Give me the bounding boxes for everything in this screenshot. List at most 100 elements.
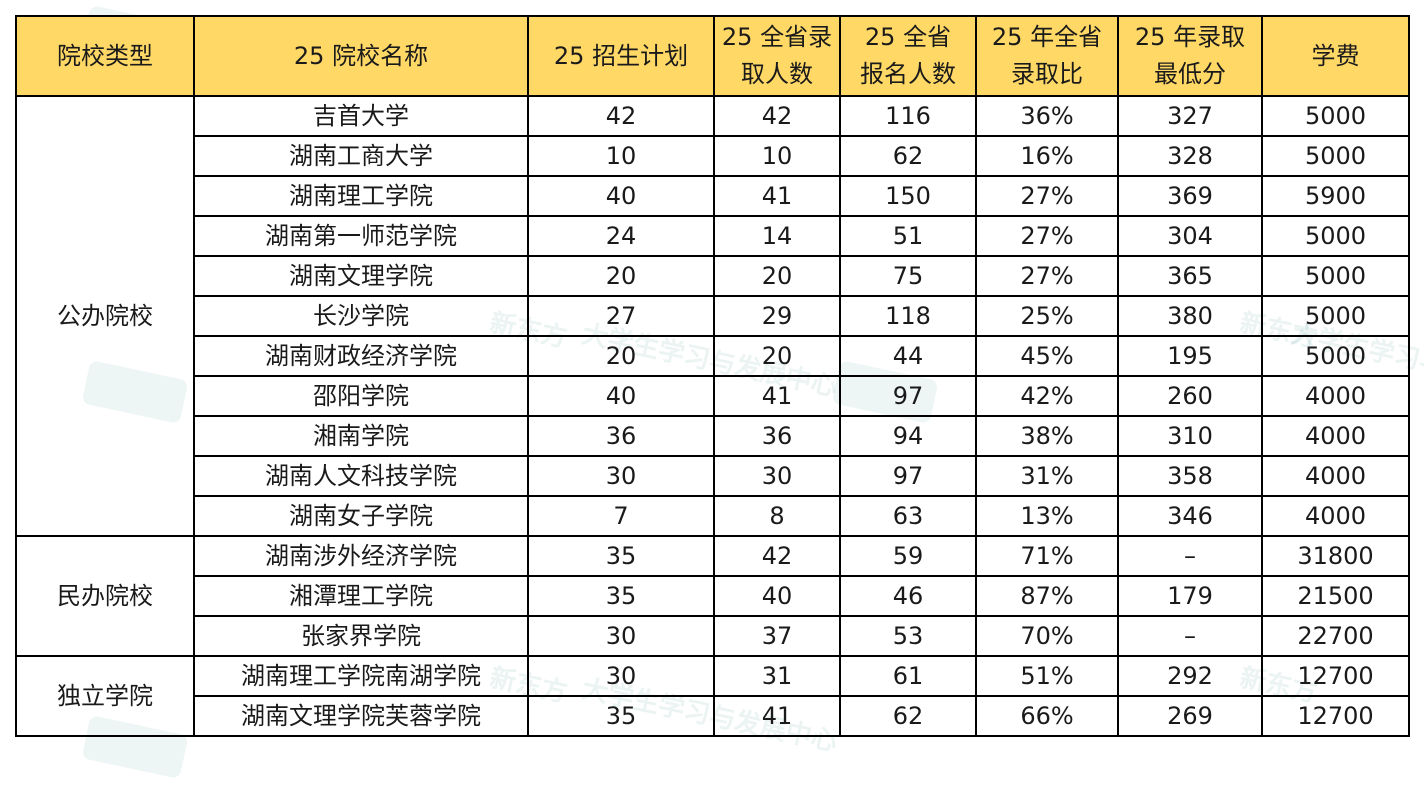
- tuition-cell: 4000: [1261, 375, 1410, 417]
- header-text-line: 院校类型: [57, 41, 153, 70]
- min-score-cell: –: [1117, 535, 1263, 577]
- header-tuition: 学费: [1261, 15, 1410, 97]
- admitted-count-cell: 36: [713, 415, 841, 457]
- admitted-count-cell: 41: [713, 375, 841, 417]
- tuition-cell: 22700: [1261, 615, 1410, 657]
- header-text-line: 25 年录取: [1134, 23, 1246, 51]
- admissions-table: 院校类型 25 院校名称 25 招生计划 25 全省录 取人数 25 全省报名人数 25 年…: [15, 15, 1410, 737]
- tuition-cell: 31800: [1261, 535, 1410, 577]
- enroll-plan-cell: 30: [527, 655, 715, 697]
- admitted-count-cell: 40: [713, 575, 841, 617]
- admitted-count-cell: 37: [713, 615, 841, 657]
- school-name-cell: 湖南理工学院: [193, 175, 529, 217]
- min-score-cell: 327: [1117, 95, 1263, 137]
- header-text-line: 25 全省录: [721, 23, 833, 51]
- min-score-cell: 260: [1117, 375, 1263, 417]
- enroll-plan-cell: 24: [527, 215, 715, 257]
- admission-ratio-cell: 42%: [975, 375, 1119, 417]
- header-row: 院校类型 25 院校名称 25 招生计划 25 全省录 取人数 25 全省报名人数 25 年…: [15, 15, 1410, 97]
- min-score-cell: 304: [1117, 215, 1263, 257]
- school-name-cell: 湖南涉外经济学院: [193, 535, 529, 577]
- applicant-count-cell: 97: [839, 455, 977, 497]
- tuition-cell: 4000: [1261, 415, 1410, 457]
- tuition-cell: 5000: [1261, 215, 1410, 257]
- school-name-cell: 湖南文理学院: [193, 255, 529, 297]
- school-name-cell: 张家界学院: [193, 615, 529, 657]
- applicant-count-cell: 61: [839, 655, 977, 697]
- school-name-cell: 湘潭理工学院: [193, 575, 529, 617]
- tuition-cell: 12700: [1261, 655, 1410, 697]
- header-admitted-count: 25 全省录 取人数: [713, 15, 841, 97]
- applicant-count-cell: 150: [839, 175, 977, 217]
- school-name-cell: 湖南女子学院: [193, 495, 529, 537]
- tuition-cell: 12700: [1261, 695, 1410, 737]
- header-text-line: 25 院校名称: [293, 41, 429, 70]
- school-name-cell: 吉首大学: [193, 95, 529, 137]
- min-score-cell: 346: [1117, 495, 1263, 537]
- table-row: 独立学院 湖南理工学院南湖学院 30 31 61 51% 292 12700: [15, 655, 1410, 737]
- table-row: 湖南第一师范学院 24 14 51 27% 304 5000: [16, 215, 1410, 257]
- enroll-plan-cell: 20: [527, 335, 715, 377]
- tuition-cell: 5900: [1261, 175, 1410, 217]
- tuition-cell: 5000: [1261, 255, 1410, 297]
- applicant-count-cell: 51: [839, 215, 977, 257]
- applicant-count-cell: 118: [839, 295, 977, 337]
- tuition-cell: 5000: [1261, 295, 1410, 337]
- table-body: 公办院校 吉首大学 42 42 116 36% 327 5000 湖南工商大学 10 10 62 16%…: [15, 95, 1410, 737]
- admission-ratio-cell: 25%: [975, 295, 1119, 337]
- enroll-plan-cell: 20: [527, 255, 715, 297]
- table-row: 邵阳学院 40 41 97 42% 260 4000: [16, 375, 1410, 417]
- header-school-type: 院校类型: [15, 15, 195, 97]
- tuition-cell: 5000: [1261, 335, 1410, 377]
- admission-ratio-cell: 66%: [975, 695, 1119, 737]
- header-text-line: 取人数: [741, 60, 813, 88]
- school-type-cell: 公办院校: [15, 95, 195, 537]
- admitted-count-cell: 30: [713, 455, 841, 497]
- applicant-count-cell: 46: [839, 575, 977, 617]
- school-name-cell: 湖南文理学院芙蓉学院: [193, 695, 529, 737]
- header-text-line: 25 招生计划: [553, 41, 689, 70]
- school-type-cell: 民办院校: [15, 535, 195, 657]
- header-admission-ratio: 25 年全省 录取比: [975, 15, 1119, 97]
- header-text-line: 报名人数: [860, 60, 956, 88]
- min-score-cell: 195: [1117, 335, 1263, 377]
- min-score-cell: 380: [1117, 295, 1263, 337]
- table-row: 民办院校 湖南涉外经济学院 35 42 59 71% –31800: [15, 535, 1410, 657]
- admission-ratio-cell: 70%: [975, 615, 1119, 657]
- min-score-cell: 358: [1117, 455, 1263, 497]
- school-name-cell: 邵阳学院: [193, 375, 529, 417]
- enroll-plan-cell: 10: [527, 135, 715, 177]
- admission-ratio-cell: 13%: [975, 495, 1119, 537]
- admitted-count-cell: 29: [713, 295, 841, 337]
- applicant-count-cell: 116: [839, 95, 977, 137]
- admitted-count-cell: 42: [713, 535, 841, 577]
- admitted-count-cell: 42: [713, 95, 841, 137]
- admitted-count-cell: 10: [713, 135, 841, 177]
- header-school-name: 25 院校名称: [193, 15, 529, 97]
- admitted-count-cell: 31: [713, 655, 841, 697]
- enroll-plan-cell: 27: [527, 295, 715, 337]
- applicant-count-cell: 62: [839, 135, 977, 177]
- enroll-plan-cell: 30: [527, 455, 715, 497]
- school-name-cell: 湖南第一师范学院: [193, 215, 529, 257]
- min-score-cell: 179: [1117, 575, 1263, 617]
- header-text-line: 最低分: [1154, 60, 1226, 88]
- school-name-cell: 湘南学院: [193, 415, 529, 457]
- min-score-cell: 292: [1117, 655, 1263, 697]
- admitted-count-cell: 20: [713, 255, 841, 297]
- table-row: 湖南女子学院 7 8 63 13% 346 4000: [16, 495, 1410, 537]
- applicant-count-cell: 62: [839, 695, 977, 737]
- table-row: 湖南工商大学 10 10 62 16% 328 5000: [16, 135, 1410, 177]
- enroll-plan-cell: 35: [527, 575, 715, 617]
- admitted-count-cell: 41: [713, 175, 841, 217]
- enroll-plan-cell: 40: [527, 375, 715, 417]
- tuition-cell: 5000: [1261, 135, 1410, 177]
- enroll-plan-cell: 30: [527, 615, 715, 657]
- admission-ratio-cell: 38%: [975, 415, 1119, 457]
- school-name-cell: 湖南工商大学: [193, 135, 529, 177]
- admission-ratio-cell: 71%: [975, 535, 1119, 577]
- header-text-line: 25 全省: [864, 23, 952, 51]
- applicant-count-cell: 53: [839, 615, 977, 657]
- enroll-plan-cell: 40: [527, 175, 715, 217]
- admission-ratio-cell: 27%: [975, 215, 1119, 257]
